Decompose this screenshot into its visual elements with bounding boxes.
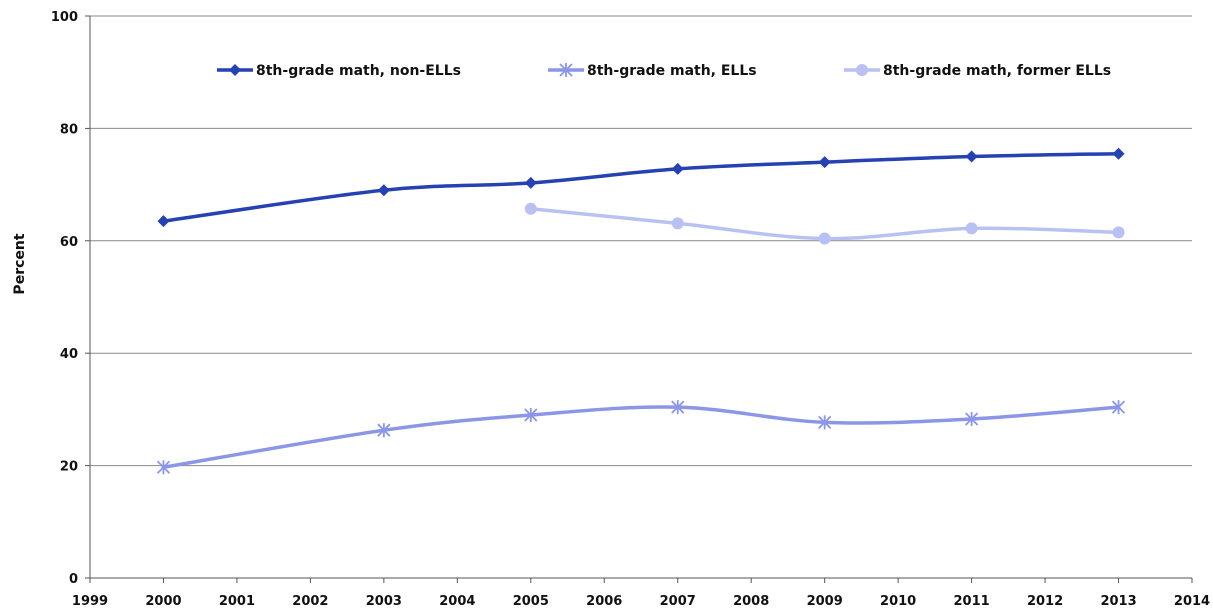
y-axis-title: Percent [12, 233, 28, 294]
data-point [525, 177, 537, 189]
legend-marker [856, 64, 868, 76]
x-tick-label: 2011 [954, 594, 990, 609]
y-tick-label: 40 [60, 347, 78, 362]
series-line [163, 154, 1118, 221]
y-tick-label: 60 [60, 235, 78, 250]
x-tick-label: 2009 [807, 594, 843, 609]
x-tick-label: 2007 [660, 594, 696, 609]
gridlines [90, 16, 1192, 466]
legend-label: 8th-grade math, former ELLs [883, 63, 1111, 79]
legend-marker [229, 64, 241, 76]
x-tick-label: 2001 [219, 594, 255, 609]
x-tick-label: 2006 [586, 594, 622, 609]
y-tick-label: 80 [60, 122, 78, 137]
x-tick-label: 2005 [513, 594, 549, 609]
x-tick-label: 2010 [880, 594, 916, 609]
legend: 8th-grade math, non-ELLs 8th-grade math, … [217, 63, 1111, 79]
x-tick-label: 2012 [1027, 594, 1063, 609]
x-tick-label: 2013 [1100, 594, 1136, 609]
data-point [819, 156, 831, 168]
x-tick-label: 2002 [292, 594, 328, 609]
legend-label: 8th-grade math, ELLs [587, 63, 757, 79]
y-tick-label: 20 [60, 460, 78, 475]
data-point [525, 203, 537, 215]
x-tick-label: 2003 [366, 594, 402, 609]
legend-item: 8th-grade math, ELLs [548, 63, 757, 79]
legend-label: 8th-grade math, non-ELLs [256, 63, 461, 79]
data-point [672, 163, 684, 175]
data-point [157, 215, 169, 227]
data-point [378, 184, 390, 196]
x-tick-label: 2004 [439, 594, 475, 609]
data-point [672, 217, 684, 229]
y-tick-label: 100 [51, 10, 78, 25]
x-tick-label: 2014 [1174, 594, 1210, 609]
data-point [819, 233, 831, 245]
data-point [966, 151, 978, 163]
data-point [966, 222, 978, 234]
data-point [1113, 148, 1125, 160]
data-point [1113, 226, 1125, 238]
series-lines [157, 148, 1124, 475]
x-tick-label: 1999 [72, 594, 108, 609]
axes: 0 20 40 60 80 100 1999 2000 2001 2002 2003 2004 2005… [51, 10, 1210, 609]
x-tick-label: 2008 [733, 594, 769, 609]
legend-item: 8th-grade math, former ELLs [844, 63, 1111, 79]
x-tick-label: 2000 [145, 594, 181, 609]
y-tick-label: 0 [69, 572, 78, 587]
legend-item: 8th-grade math, non-ELLs [217, 63, 461, 79]
